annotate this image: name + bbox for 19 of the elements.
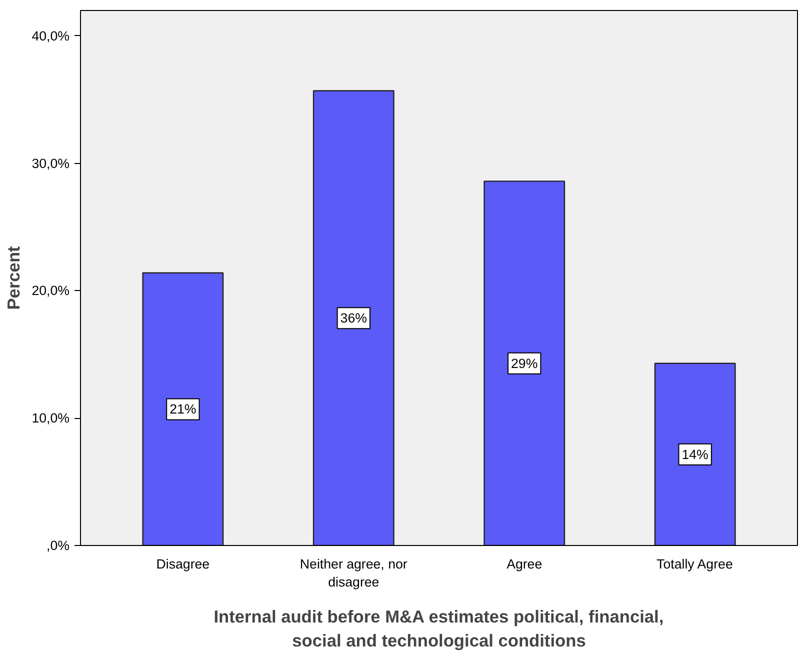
bar (142, 272, 224, 546)
bar (484, 180, 566, 546)
y-axis-title: Percent (4, 246, 24, 310)
y-tick-label: 20,0% (32, 283, 70, 298)
y-tick-label: 40,0% (32, 28, 70, 44)
y-tick-label: 30,0% (32, 156, 70, 171)
x-tick-label: Disagree (156, 556, 210, 572)
x-tick-label: Totally Agree (656, 556, 733, 572)
bar (312, 90, 394, 546)
x-axis-title: Internal audit before M&A estimates political, financial, social and technological conditions (214, 606, 664, 650)
data-label: 36% (340, 310, 368, 326)
y-tick-label: 10,0% (32, 410, 70, 426)
data-label: 21% (170, 402, 196, 417)
bar (654, 362, 736, 546)
x-tick-label: Neither agree, nor disagree (300, 556, 408, 590)
data-label: 14% (682, 446, 709, 462)
y-tick-label: ,0% (46, 538, 70, 553)
data-label: 29% (511, 356, 538, 371)
x-tick-label: Agree (506, 556, 542, 572)
